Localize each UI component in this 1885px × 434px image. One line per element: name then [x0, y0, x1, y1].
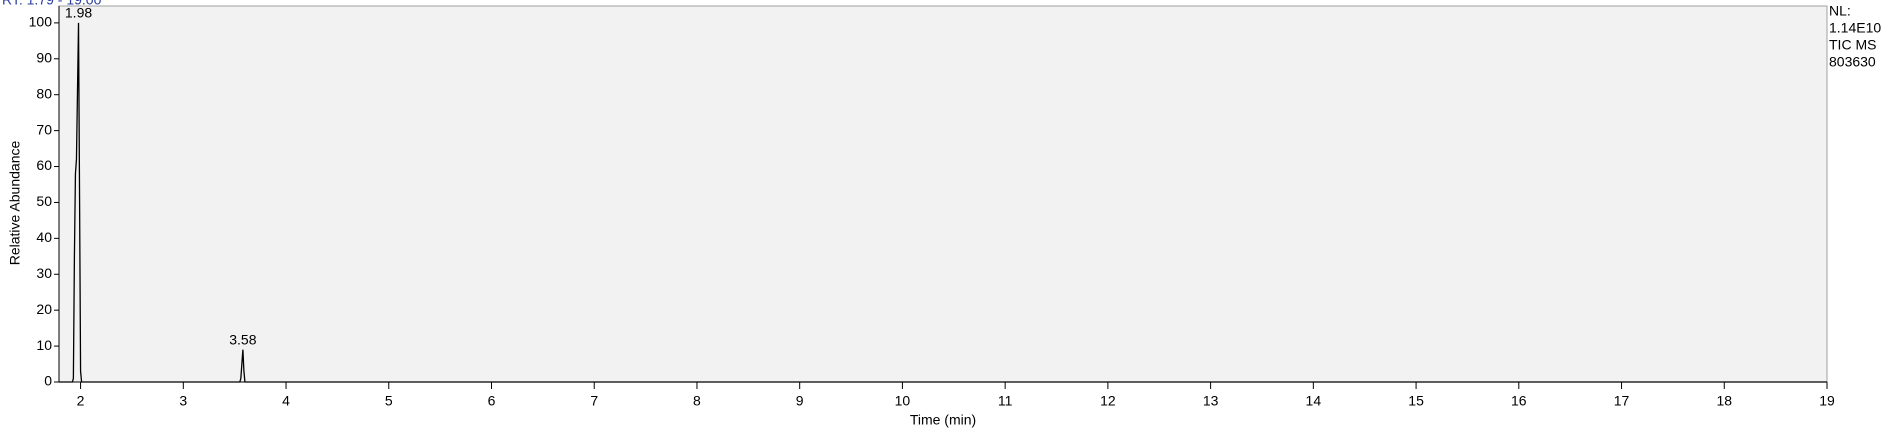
y-tick-label: 70: [36, 121, 52, 137]
x-tick-label: 8: [693, 393, 701, 409]
x-tick-label: 19: [1819, 393, 1835, 409]
x-tick-label: 6: [488, 393, 496, 409]
y-tick-label: 50: [36, 193, 52, 209]
peak-label: 3.58: [229, 331, 256, 347]
info-text: TIC MS: [1829, 37, 1876, 53]
y-tick-label: 100: [29, 14, 53, 30]
y-tick-label: 10: [36, 337, 52, 353]
info-text: 1.14E10: [1829, 20, 1881, 36]
x-tick-label: 14: [1306, 393, 1322, 409]
y-tick-label: 20: [36, 301, 52, 317]
y-tick-label: 60: [36, 157, 52, 173]
x-tick-label: 15: [1408, 393, 1424, 409]
y-tick-label: 30: [36, 265, 52, 281]
y-tick-label: 40: [36, 229, 52, 245]
x-tick-label: 12: [1100, 393, 1116, 409]
trace: [59, 22, 1827, 383]
x-tick-label: 16: [1511, 393, 1527, 409]
x-axis-label: Time (min): [910, 412, 976, 428]
peak-label: 1.98: [65, 5, 92, 21]
info-text: 803630: [1829, 54, 1876, 70]
x-tick-label: 17: [1614, 393, 1630, 409]
x-tick-label: 18: [1716, 393, 1732, 409]
x-tick-label: 13: [1203, 393, 1219, 409]
plot-area: [58, 5, 1828, 383]
y-axis-label: Relative Abundance: [7, 141, 23, 266]
range-label: RT: 1.79 - 19.00: [2, 0, 102, 8]
x-tick-label: 11: [998, 393, 1013, 409]
x-tick-label: 3: [179, 393, 187, 409]
x-tick-label: 5: [385, 393, 393, 409]
y-tick-label: 90: [36, 49, 52, 65]
info-text: NL:: [1829, 3, 1851, 19]
x-tick-label: 10: [895, 393, 911, 409]
x-tick-label: 4: [282, 393, 290, 409]
x-tick-label: 7: [590, 393, 598, 409]
x-tick-label: 9: [796, 393, 804, 409]
x-tick-label: 2: [77, 393, 85, 409]
y-tick-label: 0: [44, 373, 52, 389]
y-tick-label: 80: [36, 85, 52, 101]
